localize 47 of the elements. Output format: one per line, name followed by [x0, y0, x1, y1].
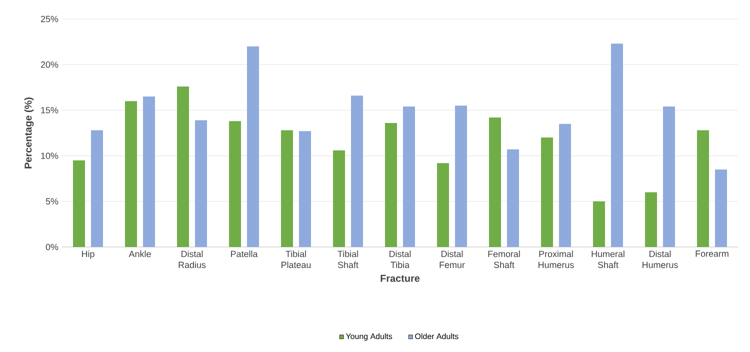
bar: [125, 101, 137, 247]
bar: [437, 163, 450, 247]
bar: [697, 130, 710, 247]
x-tick-label: Tibial Plateau: [282, 250, 311, 268]
bar: [489, 117, 502, 247]
bar: [299, 131, 312, 247]
bar: [247, 46, 260, 247]
bar: [281, 130, 294, 247]
bar: [229, 121, 242, 247]
bar: [73, 160, 85, 247]
x-tick-label: Femoral Shaft: [488, 250, 520, 268]
x-tick-label: Distal Radius: [178, 250, 206, 268]
bar: [333, 150, 346, 247]
x-tick-label: Hip: [82, 250, 94, 259]
bar: [455, 106, 468, 247]
bar: [351, 96, 364, 247]
bar: [559, 124, 572, 247]
bar: [143, 96, 156, 247]
x-tick-label: Tibial Shaft: [338, 250, 358, 268]
y-tick-label: 25%: [40, 16, 58, 22]
x-tick-label: Distal Humerus: [642, 250, 678, 268]
bar: [611, 44, 624, 247]
x-tick-label: Distal Tibia: [390, 250, 411, 268]
x-tick-label: Ankle: [128, 250, 151, 258]
bar: [645, 192, 658, 247]
x-axis-title: Fracture: [380, 274, 420, 282]
bar: [403, 106, 416, 247]
bar: [507, 149, 520, 247]
x-tick-label: Distal Femur: [440, 250, 465, 268]
y-tick-label: 5%: [46, 198, 58, 205]
bar: [91, 130, 103, 247]
y-tick-label: 20%: [40, 61, 58, 68]
y-tick-label: 10%: [41, 152, 58, 159]
x-tick-label: Proximal Humerus: [538, 250, 574, 268]
bar: [593, 201, 606, 247]
x-tick-label: Forearm: [696, 250, 728, 257]
y-axis-title: Percentage (%): [24, 98, 34, 168]
y-tick-label: 15%: [41, 107, 58, 114]
bar: [177, 86, 190, 247]
bar: [195, 120, 208, 247]
x-tick-label: Patella: [231, 250, 258, 258]
bar: [385, 122, 398, 247]
bar: [541, 138, 554, 247]
bar: [715, 169, 728, 247]
x-tick-label: Humeral Shaft: [592, 250, 624, 268]
bar: [663, 106, 676, 247]
y-tick-label: 0%: [46, 244, 58, 250]
